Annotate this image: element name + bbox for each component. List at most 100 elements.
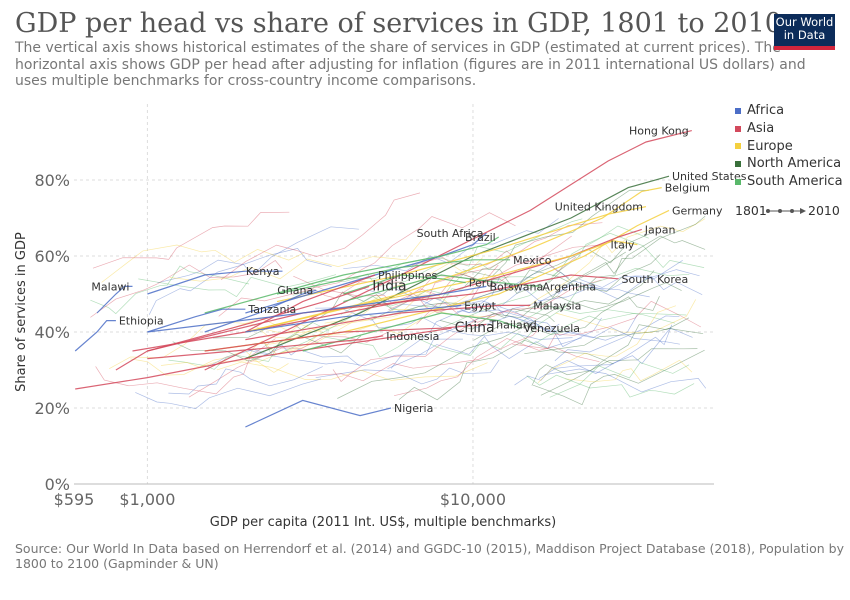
series-label: Philippines	[378, 269, 438, 282]
series-line[interactable]	[147, 270, 283, 295]
series-line[interactable]	[147, 335, 384, 360]
series-line[interactable]	[245, 240, 638, 333]
background-trajectory	[216, 361, 488, 381]
background-trajectory	[168, 366, 323, 395]
x-tick-label: $10,000	[440, 490, 506, 509]
background-trajectory	[557, 260, 683, 295]
series-line[interactable]	[302, 312, 521, 352]
legend-item[interactable]: Europe	[735, 137, 843, 155]
series-label: South Korea	[622, 273, 689, 286]
owid-logo[interactable]: Our World in Data	[774, 14, 835, 50]
logo-line-2: in Data	[783, 28, 826, 42]
background-trajectory	[439, 270, 655, 330]
background-trajectory	[138, 274, 337, 298]
legend-label: Europe	[747, 138, 793, 154]
background-trajectory	[456, 303, 602, 348]
background-trajectory	[532, 349, 705, 406]
series-line[interactable]	[204, 289, 317, 333]
legend-item[interactable]: North America	[735, 155, 843, 173]
series-label: Japan	[644, 223, 676, 236]
background-trajectory	[499, 269, 700, 308]
background-trajectory	[538, 327, 693, 379]
series-label: United States	[672, 170, 747, 183]
series-line[interactable]	[204, 323, 487, 352]
series-line[interactable]	[132, 228, 642, 352]
background-trajectory	[435, 284, 650, 337]
timeline-track[interactable]	[766, 203, 806, 219]
series-line[interactable]	[115, 285, 370, 371]
series-label: Peru	[469, 277, 494, 290]
background-trajectory	[265, 257, 483, 346]
series-line[interactable]	[245, 399, 392, 428]
series-line[interactable]	[204, 130, 692, 371]
background-trajectory	[515, 282, 682, 313]
background-trajectory	[220, 192, 421, 281]
background-trajectory	[398, 339, 614, 401]
background-trajectory	[462, 189, 649, 277]
series-line[interactable]	[276, 206, 647, 303]
series-line[interactable]	[147, 274, 619, 352]
background-trajectory	[160, 333, 321, 368]
legend-swatch	[735, 125, 741, 132]
series-label: Ghana	[277, 284, 313, 297]
series-line[interactable]	[204, 236, 500, 314]
series-line[interactable]	[245, 175, 670, 360]
background-trajectory	[258, 309, 496, 334]
series-label: China	[455, 320, 495, 336]
series-label: Venezuela	[524, 322, 581, 335]
background-trajectory	[148, 248, 332, 315]
legend-label: North America	[747, 156, 842, 172]
series-label: South Africa	[417, 227, 484, 240]
background-trajectory	[514, 324, 673, 386]
background-trajectory	[416, 279, 602, 325]
series-label: Germany	[672, 204, 723, 217]
background-trajectory	[432, 225, 649, 333]
series-line[interactable]	[147, 285, 487, 333]
background-trajectory	[540, 348, 698, 396]
background-trajectory	[130, 350, 289, 376]
background-trajectory	[324, 273, 486, 324]
legend-item[interactable]: Asia	[735, 120, 843, 138]
background-trajectory	[411, 250, 577, 272]
background-trajectory	[90, 265, 250, 315]
series-line[interactable]	[147, 308, 246, 333]
background-trajectory	[169, 240, 422, 282]
series-label: Brazil	[465, 231, 496, 244]
background-trajectory	[390, 309, 560, 369]
background-trajectory	[332, 310, 537, 383]
series-line[interactable]	[276, 259, 511, 295]
x-tick-label: $595	[54, 490, 95, 509]
background-trajectory	[307, 327, 540, 382]
series-line[interactable]	[343, 274, 466, 295]
legend-swatch	[735, 143, 741, 150]
background-trajectory	[469, 254, 661, 302]
series-line[interactable]	[96, 285, 133, 314]
background-trajectory	[555, 299, 697, 333]
series-line[interactable]	[245, 304, 531, 341]
series-label: Argentina	[542, 280, 596, 293]
legend-item[interactable]: Africa	[735, 102, 843, 120]
background-trajectory	[92, 211, 290, 269]
legend-item[interactable]: South America	[735, 173, 843, 191]
legend-label: Africa	[747, 103, 785, 119]
background-trajectory	[212, 291, 389, 339]
series-line[interactable]	[245, 304, 462, 333]
series-label: Egypt	[464, 299, 496, 312]
background-trajectory	[337, 302, 567, 399]
background-trajectory	[554, 315, 680, 362]
timeline-start: 1801	[735, 203, 767, 218]
background-trajectory	[303, 212, 516, 291]
series-line[interactable]	[74, 320, 116, 352]
series-line[interactable]	[245, 187, 662, 333]
series-line[interactable]	[75, 327, 452, 390]
timeline-control[interactable]: 1801 2010	[735, 203, 845, 219]
series-label: Hong Kong	[629, 125, 689, 138]
background-trajectory	[247, 338, 463, 367]
background-trajectory	[250, 291, 434, 363]
series-label: United Kingdom	[555, 201, 643, 214]
background-trajectory	[388, 244, 605, 314]
background-trajectory	[513, 305, 676, 327]
background-trajectory	[579, 275, 703, 296]
legend: Africa Asia Europe North America South Ameri…	[735, 102, 843, 190]
series-label: Belgium	[665, 182, 710, 195]
